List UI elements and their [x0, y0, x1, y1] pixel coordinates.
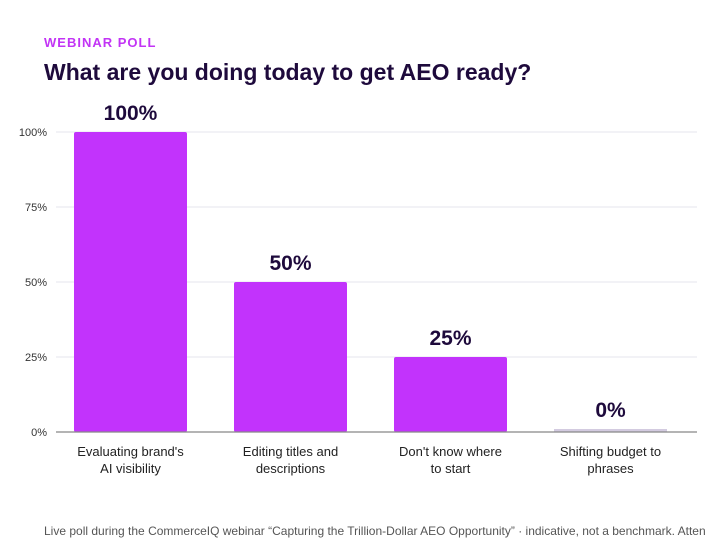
- chart-footnote: Live poll during the CommerceIQ webinar …: [44, 524, 706, 538]
- y-tick-label: 75%: [25, 202, 47, 214]
- value-label: 50%: [269, 252, 311, 275]
- y-tick-label: 0%: [31, 427, 47, 439]
- value-label: 25%: [429, 327, 471, 350]
- x-tick-label: phrases: [587, 461, 634, 476]
- value-label: 0%: [595, 399, 626, 422]
- x-tick-label: AI visibility: [100, 461, 161, 476]
- y-tick-label: 25%: [25, 352, 47, 364]
- x-tick-label: Editing titles and: [243, 444, 338, 459]
- bar: [554, 429, 667, 432]
- x-tick-label: to start: [431, 461, 471, 476]
- bar: [394, 357, 507, 432]
- x-tick-label: descriptions: [256, 461, 326, 476]
- x-tick-label: Shifting budget to: [560, 444, 661, 459]
- bar: [74, 132, 187, 432]
- chart-kicker: WEBINAR POLL: [44, 35, 157, 50]
- value-label: 100%: [104, 102, 158, 125]
- x-tick-label: Don't know where: [399, 444, 502, 459]
- x-tick-label: Evaluating brand's: [77, 444, 184, 459]
- chart-title: What are you doing today to get AEO read…: [44, 59, 532, 85]
- bar: [234, 282, 347, 432]
- y-tick-label: 50%: [25, 277, 47, 289]
- y-tick-label: 100%: [19, 127, 47, 139]
